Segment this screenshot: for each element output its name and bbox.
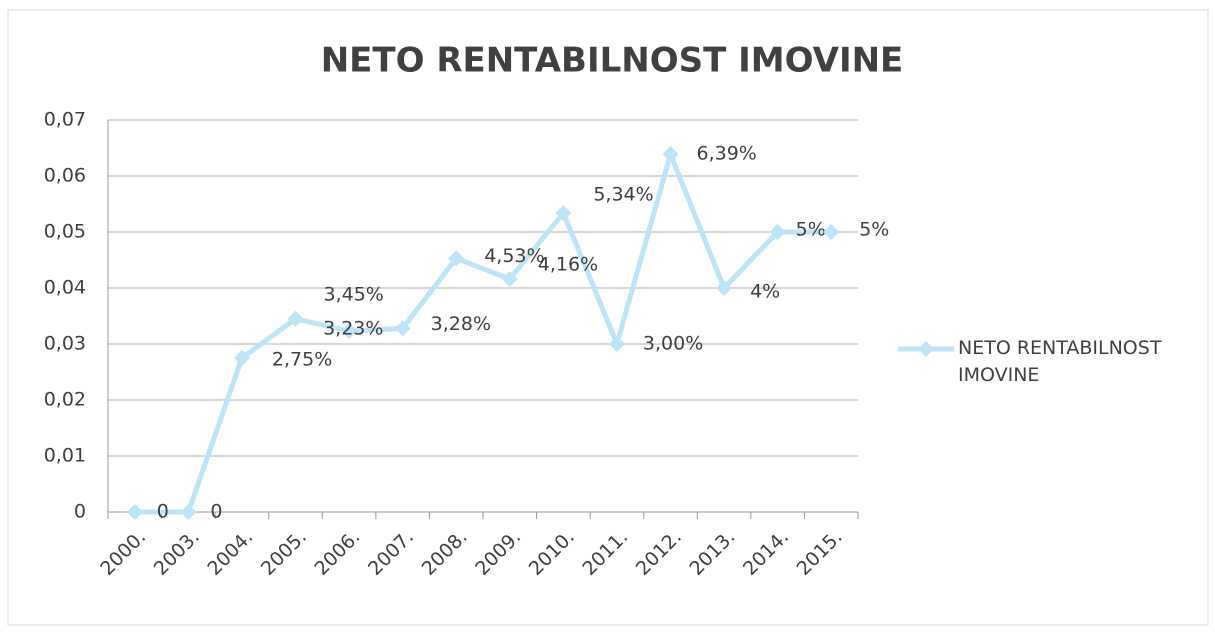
x-tick-label: 2011. — [578, 526, 632, 580]
data-label: 5,34% — [593, 183, 653, 205]
legend-label: NETO RENTABILNOST IMOVINE — [958, 337, 1162, 386]
x-tick-label: 2005. — [257, 526, 311, 580]
x-tick-label: 2006. — [310, 526, 364, 580]
legend-marker — [918, 341, 934, 357]
data-point — [662, 146, 679, 163]
data-point — [233, 350, 250, 366]
x-tick-label: 2012. — [632, 526, 686, 580]
data-label: 3,45% — [324, 283, 384, 305]
y-tick-label: 0,04 — [44, 277, 86, 299]
data-point — [394, 320, 411, 337]
y-tick-label: 0,05 — [44, 221, 86, 243]
data-point — [448, 250, 465, 267]
x-tick-label: 2015. — [793, 526, 847, 580]
data-point — [716, 280, 733, 296]
chart-title: NETO RENTABILNOST IMOVINE — [321, 41, 904, 81]
data-label: 5% — [859, 219, 889, 241]
x-tick-label: 2000. — [96, 526, 150, 580]
series-line — [134, 151, 832, 515]
x-tick-label: 2009. — [471, 526, 525, 580]
data-label: 4% — [750, 281, 780, 303]
data-label: 0 — [210, 501, 222, 523]
data-label: 5% — [796, 219, 826, 241]
x-tick-label: 2013. — [685, 526, 739, 580]
data-point — [287, 310, 304, 327]
chart-border — [7, 9, 1209, 626]
data-label: 6,39% — [697, 143, 757, 165]
y-tick-label: 0,01 — [44, 445, 86, 467]
y-tick-label: 0,02 — [44, 389, 86, 411]
y-tick-label: 0,03 — [44, 333, 86, 355]
data-label: 4,16% — [538, 254, 598, 276]
data-point — [180, 504, 197, 520]
data-label: 3,28% — [431, 313, 491, 335]
data-point — [126, 504, 143, 520]
x-tick-label: 2007. — [364, 526, 418, 580]
x-tick-label: 2003. — [150, 526, 204, 580]
data-point — [608, 336, 625, 352]
y-tick-label: 0 — [74, 501, 86, 523]
y-tick-label: 0,07 — [44, 109, 86, 131]
data-point — [555, 204, 572, 221]
data-point — [769, 224, 786, 240]
data-label: 4,53% — [484, 245, 544, 267]
data-label: 2,75% — [272, 349, 332, 371]
data-label: 3,00% — [643, 333, 703, 355]
y-tick-label: 0,06 — [44, 165, 86, 187]
data-point — [341, 323, 358, 340]
data-point — [501, 271, 518, 288]
data-label: 0 — [157, 501, 169, 523]
x-tick-label: 2008. — [418, 526, 472, 580]
data-label: 3,23% — [323, 318, 383, 340]
x-tick-label: 2004. — [203, 526, 257, 580]
x-tick-label: 2014. — [739, 526, 793, 580]
x-tick-label: 2010. — [525, 526, 579, 580]
data-point — [823, 224, 840, 240]
